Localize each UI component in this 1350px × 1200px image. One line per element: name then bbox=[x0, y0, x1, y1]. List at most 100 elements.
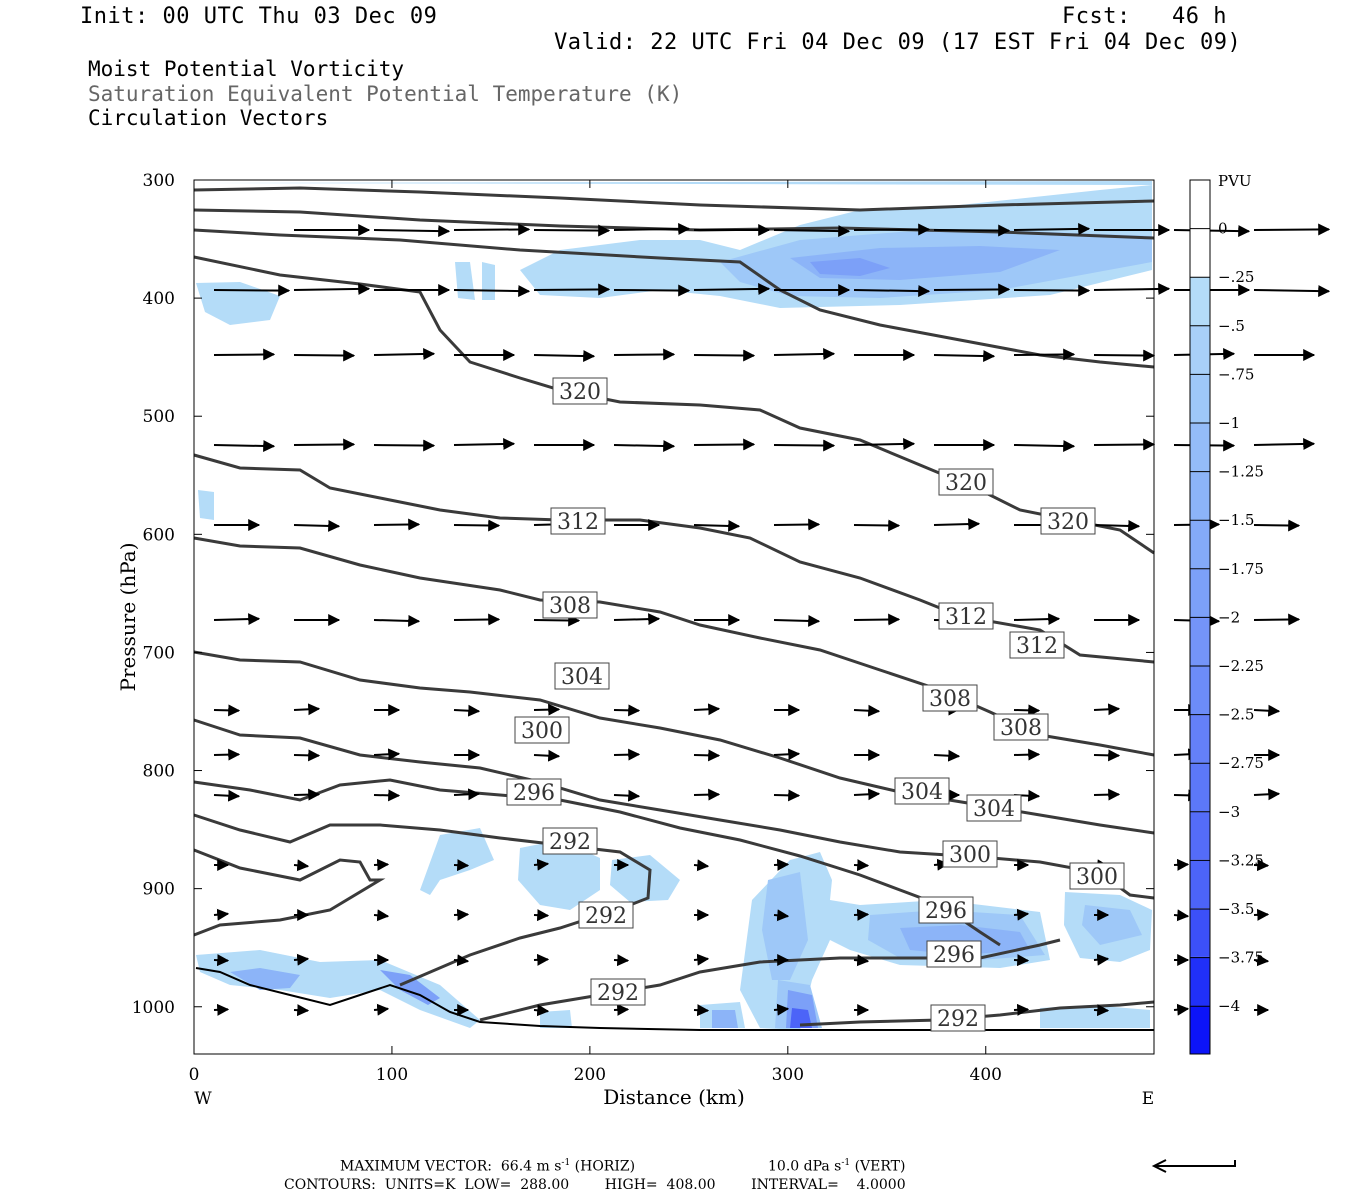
circulation-vector bbox=[1173, 225, 1251, 238]
circulation-vector bbox=[693, 859, 710, 872]
contour-labels: 320 320 320 312 312 312 308 308 308 304 304 304 300 3… bbox=[506, 377, 1125, 1032]
contour-label-text: 320 bbox=[945, 471, 987, 496]
colorbar-swatch bbox=[1190, 422, 1210, 472]
circulation-vector bbox=[373, 225, 451, 238]
pv-shade-region bbox=[518, 840, 600, 910]
circulation-vector bbox=[1253, 788, 1281, 801]
circulation-vector bbox=[853, 859, 870, 872]
colorbar-swatch bbox=[1190, 956, 1210, 1006]
circulation-vector bbox=[1093, 703, 1121, 716]
colorbar-label: −3.25 bbox=[1218, 851, 1264, 869]
circulation-vector bbox=[933, 749, 961, 762]
circulation-vector bbox=[853, 438, 916, 451]
contour-label-text: 304 bbox=[561, 665, 603, 690]
circulation-vector bbox=[453, 613, 501, 626]
axes: 300 400 500 600 700 800 900 1000 0 100 200 300 400 W E… bbox=[116, 171, 1154, 1109]
circulation-vector bbox=[293, 282, 371, 295]
x-tick-label: 200 bbox=[574, 1065, 606, 1085]
circulation-vector bbox=[533, 953, 550, 966]
x-axis-title: Distance (km) bbox=[603, 1085, 745, 1109]
circulation-vector bbox=[693, 438, 756, 451]
circulation-vector bbox=[453, 859, 470, 872]
contour-label-box bbox=[966, 794, 1022, 822]
terrain-line bbox=[195, 967, 1154, 1031]
circulation-vector bbox=[933, 283, 1011, 296]
contour-label-text: 304 bbox=[901, 780, 943, 805]
circulation-vector bbox=[1253, 223, 1331, 236]
circulation-vector bbox=[1173, 858, 1190, 871]
colorbar-swatch bbox=[1190, 519, 1210, 569]
circulation-vector bbox=[453, 908, 470, 921]
max-vector-vert: 10.0 dPa s bbox=[768, 1158, 842, 1175]
circulation-vector bbox=[853, 954, 870, 967]
circulation-vector bbox=[1013, 1003, 1030, 1016]
x-tick-label: 300 bbox=[772, 1065, 804, 1085]
circulation-vector bbox=[1253, 438, 1316, 451]
circulation-vector bbox=[693, 749, 721, 762]
circulation-vector bbox=[533, 224, 611, 237]
circulation-vector bbox=[1013, 222, 1091, 235]
circulation-vector bbox=[373, 348, 436, 361]
field-1-label: Moist Potential Vorticity bbox=[88, 57, 405, 81]
circulation-vector bbox=[1253, 285, 1331, 298]
theta-e-contour-line bbox=[193, 255, 1155, 555]
contour-label: 308 bbox=[542, 591, 598, 619]
circulation-vector bbox=[453, 954, 470, 967]
circulation-vector bbox=[613, 704, 641, 717]
contour-label: 296 bbox=[506, 778, 562, 806]
y-tick-label: 500 bbox=[143, 407, 175, 427]
contour-label-box bbox=[942, 840, 998, 868]
circulation-vector bbox=[613, 284, 691, 297]
circulation-vector bbox=[693, 788, 721, 801]
theta-e-contour-line bbox=[193, 813, 652, 907]
colorbar-label: −1.5 bbox=[1218, 511, 1254, 529]
circulation-vector bbox=[613, 613, 661, 626]
circulation-vector bbox=[773, 518, 821, 531]
init-time: Init: 00 UTC Thu 03 Dec 09 bbox=[80, 4, 438, 29]
circulation-vector bbox=[773, 348, 836, 361]
circulation-vector bbox=[1013, 954, 1030, 967]
circulation-vector bbox=[453, 438, 516, 451]
contour-label-box bbox=[550, 507, 606, 535]
circulation-vector bbox=[1253, 908, 1270, 921]
pv-shade-region bbox=[482, 262, 495, 300]
circulation-vector bbox=[1093, 1004, 1110, 1017]
circulation-vector bbox=[533, 858, 550, 871]
circulation-vector bbox=[693, 282, 771, 295]
colorbar-swatch bbox=[1190, 714, 1210, 763]
contour-label-text: 308 bbox=[929, 687, 971, 712]
circulation-vector bbox=[1093, 953, 1110, 966]
colorbar-swatch bbox=[1190, 180, 1210, 229]
max-vector-horiz: MAXIMUM VECTOR: 66.4 m s bbox=[340, 1158, 562, 1175]
contour-label-text: 300 bbox=[521, 719, 563, 744]
contour-label-text: 308 bbox=[549, 594, 591, 619]
contour-label: 300 bbox=[1069, 862, 1125, 890]
circulation-vector bbox=[453, 223, 531, 236]
contour-label: 304 bbox=[894, 777, 950, 805]
circulation-vector bbox=[213, 908, 230, 921]
contour-label-box bbox=[506, 778, 562, 806]
circulation-vector bbox=[453, 519, 501, 532]
circulation-vector bbox=[213, 348, 276, 361]
theta-e-contour-line bbox=[193, 718, 1155, 900]
circulation-vector bbox=[613, 348, 676, 361]
contour-label-text: 304 bbox=[973, 797, 1015, 822]
circulation-vector bbox=[1093, 349, 1156, 362]
contour-label-box bbox=[542, 591, 598, 619]
contours-info: CONTOURS: UNITS=K LOW= 288.00 HIGH= 408.… bbox=[284, 1177, 906, 1193]
contour-label-text: 292 bbox=[597, 981, 639, 1006]
reference-vector-icon bbox=[1151, 1159, 1236, 1173]
circulation-vector bbox=[1253, 859, 1270, 872]
circulation-vector bbox=[1093, 282, 1171, 295]
colorbar-label: −1.25 bbox=[1218, 463, 1264, 481]
pv-shade-region bbox=[196, 282, 280, 325]
circulation-vector bbox=[533, 1004, 550, 1017]
colorbar-label: −4 bbox=[1218, 997, 1240, 1015]
colorbar-swatch bbox=[1190, 471, 1210, 520]
circulation-vector bbox=[453, 285, 531, 298]
circulation-vectors bbox=[213, 222, 1331, 1017]
colorbar-swatch bbox=[1190, 665, 1210, 715]
contour-label-box bbox=[930, 1004, 986, 1032]
vert-tag: (VERT) bbox=[850, 1158, 906, 1175]
circulation-vector bbox=[293, 859, 310, 872]
